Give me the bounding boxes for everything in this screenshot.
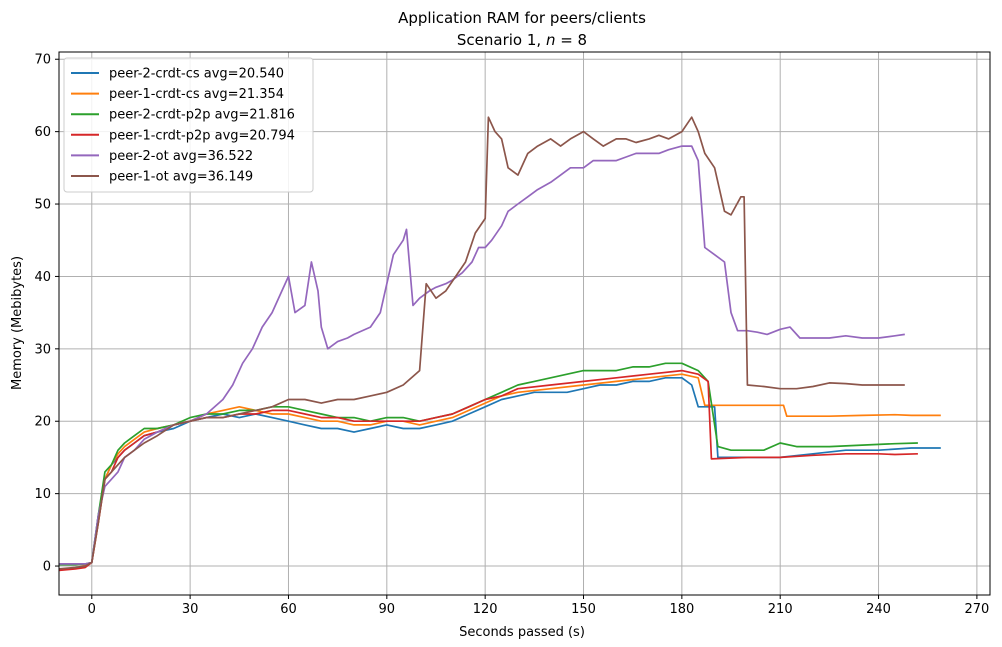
x-tick-label: 90 — [379, 602, 396, 617]
legend-label-1: peer-2-crdt-cs avg=20.540 — [109, 67, 284, 82]
legend-label-6: peer-1-ot avg=36.149 — [109, 170, 253, 185]
title-line2-prefix: Scenario 1, — [457, 31, 546, 49]
x-tick-label: 0 — [88, 602, 96, 617]
y-tick-label: 60 — [34, 125, 51, 140]
y-tick-label: 70 — [34, 53, 51, 68]
y-tick-label: 50 — [34, 198, 51, 213]
x-tick-label: 120 — [473, 602, 498, 617]
series-line-5 — [59, 145, 905, 565]
y-tick-label: 0 — [43, 560, 51, 575]
title-line2-variable: n — [546, 31, 556, 49]
y-tick-label: 10 — [34, 487, 51, 502]
title-line2-suffix: = 8 — [555, 31, 587, 49]
legend-box — [63, 57, 314, 193]
series-line-6 — [59, 116, 905, 570]
legend-label-3: peer-2-crdt-p2p avg=21.816 — [109, 108, 295, 123]
x-tick-label: 240 — [866, 602, 891, 617]
legend: peer-2-crdt-cs avg=20.540 peer-1-crdt-cs … — [63, 57, 314, 193]
legend-label-5: peer-2-ot avg=36.522 — [109, 149, 253, 164]
y-tick-label: 30 — [34, 342, 51, 357]
x-tick-label: 210 — [768, 602, 793, 617]
x-tick-label: 60 — [280, 602, 297, 617]
series-line-3 — [59, 362, 918, 566]
y-tick-label: 40 — [34, 270, 51, 285]
series-line-1 — [59, 376, 941, 566]
x-tick-label: 270 — [964, 602, 989, 617]
x-axis-label: Seconds passed (s) — [459, 625, 585, 640]
x-tick-label: 30 — [182, 602, 199, 617]
legend-label-2: peer-1-crdt-cs avg=21.354 — [109, 87, 284, 102]
axis-ticks: 0 30 60 90 120 150 180 210 240 270 0 10 20 30 40 50 60 70 — [34, 53, 989, 617]
series-line-2 — [59, 373, 941, 566]
chart-title-line2: Scenario 1, n = 8 — [457, 31, 587, 49]
chart-title-line1: Application RAM for peers/clients — [398, 9, 646, 27]
y-axis-label: Memory (Mebibytes) — [10, 256, 25, 390]
x-tick-label: 180 — [669, 602, 694, 617]
grid — [59, 52, 990, 595]
legend-label-4: peer-1-crdt-p2p avg=20.794 — [109, 128, 295, 143]
series-lines — [59, 116, 941, 572]
y-tick-label: 20 — [34, 415, 51, 430]
x-tick-label: 150 — [571, 602, 596, 617]
plot-frame — [58, 51, 991, 596]
series-line-4 — [59, 369, 918, 572]
